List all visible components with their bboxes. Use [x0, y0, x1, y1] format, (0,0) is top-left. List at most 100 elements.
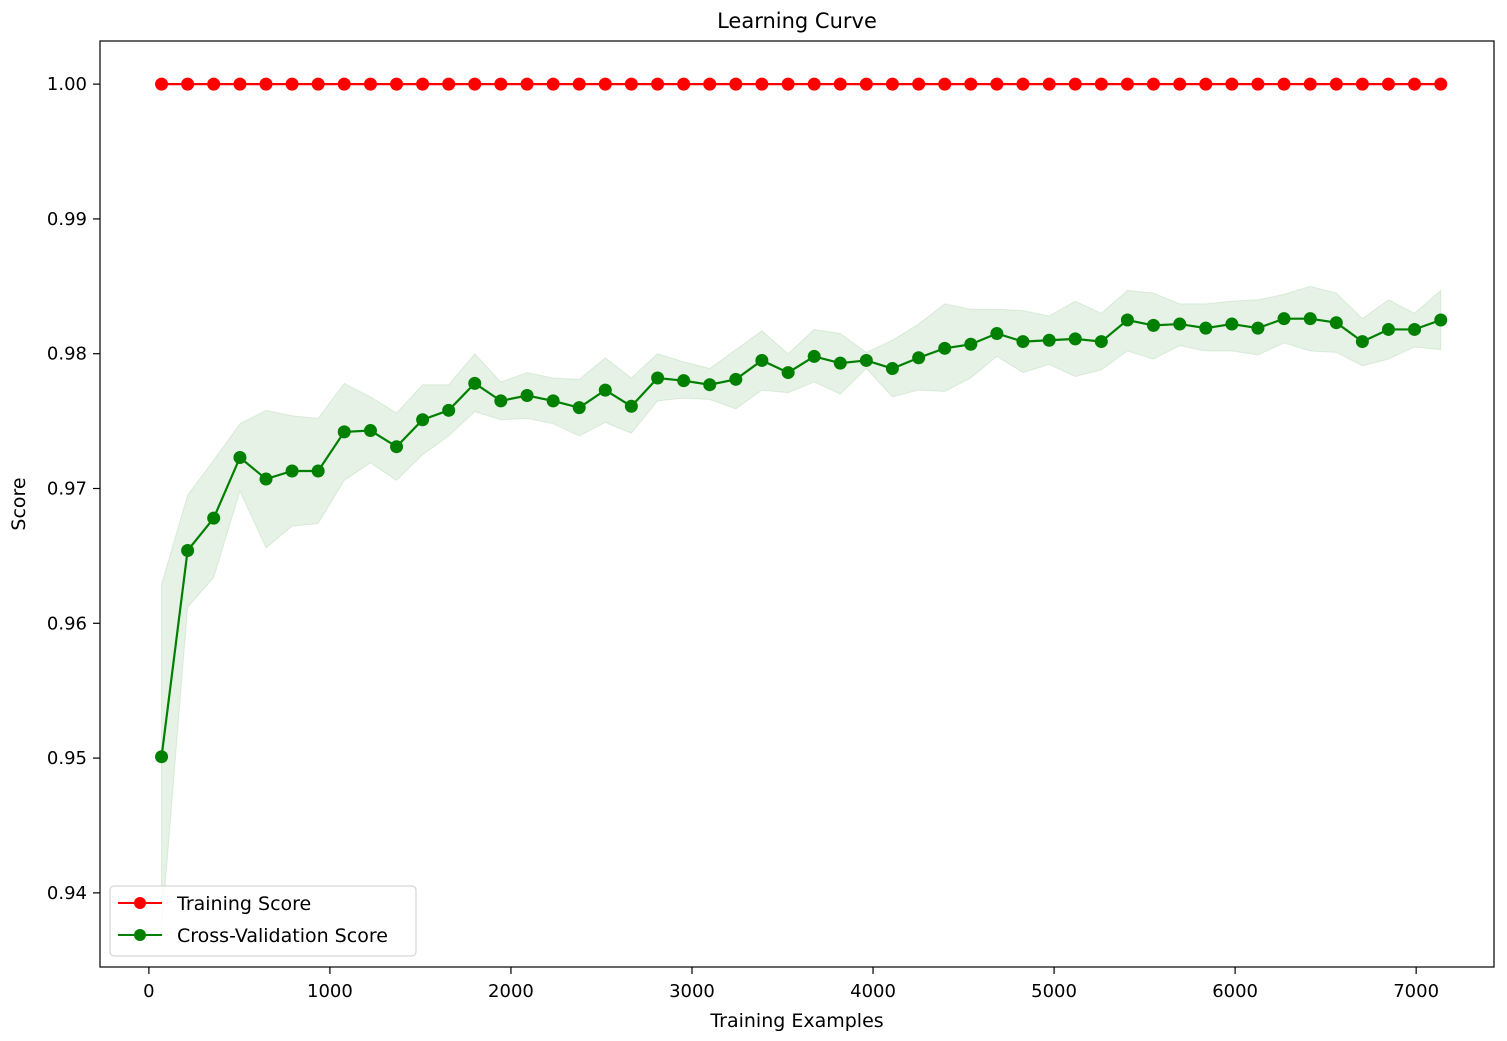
training-score-point — [677, 77, 691, 91]
legend: Training Score Cross-Validation Score — [109, 885, 417, 957]
training-score-point — [1068, 77, 1082, 91]
cv-score-point — [1329, 316, 1343, 330]
y-tick-label: 0.95 — [47, 748, 87, 769]
training-score-point — [1016, 77, 1030, 91]
training-score-point — [1329, 77, 1343, 91]
legend-label-training-score: Training Score — [176, 893, 311, 915]
y-tick-label: 1.00 — [47, 74, 87, 95]
cv-score-point — [598, 383, 612, 397]
training-score-point — [233, 77, 247, 91]
training-score-point — [181, 77, 195, 91]
cv-score-point — [1199, 321, 1213, 335]
cv-score-point — [807, 349, 821, 363]
x-tick-label: 0 — [143, 981, 154, 1002]
cv-score-point — [859, 353, 873, 367]
x-tick-label: 7000 — [1393, 981, 1439, 1002]
cv-score-point — [572, 401, 586, 415]
cv-score-point — [1173, 317, 1187, 331]
training-score-point — [938, 77, 952, 91]
training-score-point — [1199, 77, 1213, 91]
series-layer — [155, 77, 1448, 764]
x-tick-label: 2000 — [488, 981, 534, 1002]
training-score-point — [1355, 77, 1369, 91]
y-tick-label: 0.98 — [47, 344, 87, 365]
cv-score-point — [1303, 312, 1317, 326]
cv-score-point — [416, 413, 430, 427]
training-score-point — [729, 77, 743, 91]
legend-swatch-cv-marker — [134, 929, 146, 941]
cv-score-point — [520, 388, 534, 402]
cv-score-point — [677, 374, 691, 388]
cv-score-point — [1355, 335, 1369, 349]
y-axis-ticks: 0.94 0.95 0.96 0.97 0.98 0.99 1.00 — [47, 74, 100, 904]
cv-score-point — [363, 424, 377, 438]
y-tick-label: 0.97 — [47, 478, 87, 499]
training-score-point — [755, 77, 769, 91]
cv-score-point — [468, 376, 482, 390]
legend-swatch-training-marker — [134, 897, 146, 909]
training-score-point — [781, 77, 795, 91]
cv-score-point — [207, 511, 221, 525]
training-score-point — [207, 77, 221, 91]
y-tick-label: 0.99 — [47, 209, 87, 230]
cv-score-point — [546, 394, 560, 408]
training-score-point — [703, 77, 717, 91]
cv-score-point — [1381, 322, 1395, 336]
cv-score-point — [833, 356, 847, 370]
legend-box — [109, 885, 417, 957]
training-score-point — [155, 77, 169, 91]
training-score-point — [1381, 77, 1395, 91]
training-score-point — [807, 77, 821, 91]
training-score-point — [546, 77, 560, 91]
cv-score-point — [494, 394, 508, 408]
training-score-point — [651, 77, 665, 91]
training-score-point — [1251, 77, 1265, 91]
cv-score-point — [964, 337, 978, 351]
cv-score-point — [1016, 335, 1030, 349]
x-tick-label: 5000 — [1031, 981, 1077, 1002]
training-score-point — [598, 77, 612, 91]
cv-score-point — [1434, 313, 1448, 327]
chart-title: Learning Curve — [717, 9, 877, 33]
cv-score-point — [285, 464, 299, 478]
training-score-point — [1303, 77, 1317, 91]
cv-score-point — [651, 371, 665, 385]
cv-score-point — [781, 366, 795, 380]
x-axis-label: Training Examples — [709, 1010, 883, 1032]
training-score-point — [912, 77, 926, 91]
cv-score-point — [155, 750, 169, 764]
training-score-point — [1094, 77, 1108, 91]
cv-score-point — [442, 403, 456, 417]
cv-score-point — [912, 351, 926, 365]
training-score-point — [1225, 77, 1239, 91]
cv-score-point — [938, 341, 952, 355]
y-tick-label: 0.96 — [47, 613, 87, 634]
x-tick-label: 4000 — [850, 981, 896, 1002]
y-axis-label: Score — [8, 477, 30, 530]
cv-score-point — [259, 472, 273, 486]
cv-score-point — [1120, 313, 1134, 327]
cv-score-band-layer — [161, 285, 1442, 930]
cv-score-point — [233, 451, 247, 464]
training-score-point — [1146, 77, 1160, 91]
x-tick-label: 6000 — [1212, 981, 1258, 1002]
training-score-point — [1408, 77, 1422, 91]
training-score-point — [337, 77, 351, 91]
training-score-point — [468, 77, 482, 91]
training-score-point — [259, 77, 273, 91]
training-score-point — [859, 77, 873, 91]
cv-score-point — [1225, 317, 1239, 331]
cv-score-point — [1146, 318, 1160, 332]
x-tick-label: 1000 — [307, 981, 353, 1002]
cv-score-point — [755, 353, 769, 367]
training-score-point — [494, 77, 508, 91]
cv-score-point — [1408, 322, 1422, 336]
cv-score-point — [729, 372, 743, 386]
cv-score-point — [624, 399, 638, 413]
cv-score-point — [1068, 332, 1082, 346]
x-tick-label: 3000 — [669, 981, 715, 1002]
training-score-point — [416, 77, 430, 91]
training-score-point — [1042, 77, 1056, 91]
training-score-point — [964, 77, 978, 91]
